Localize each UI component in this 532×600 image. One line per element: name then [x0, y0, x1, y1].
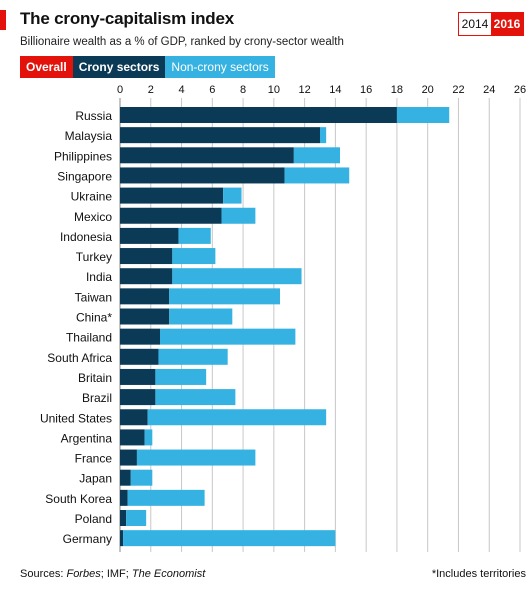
filter-noncrony-button[interactable]: Non-crony sectors — [165, 56, 275, 78]
category-label: Argentina — [61, 431, 113, 445]
category-label: Philippines — [54, 149, 112, 163]
x-tick-label: 12 — [298, 84, 310, 96]
bar-crony — [120, 227, 179, 244]
source-forbes: Forbes — [66, 568, 101, 580]
x-tick-label: 16 — [360, 84, 372, 96]
source-economist: The Economist — [131, 568, 206, 580]
bar-crony — [120, 489, 128, 506]
source-mid: ; IMF; — [100, 568, 132, 580]
category-label: Russia — [75, 109, 112, 123]
x-tick-label: 14 — [329, 84, 341, 96]
bar-noncrony — [223, 187, 242, 204]
bar-crony — [120, 268, 173, 285]
bar-crony — [120, 530, 124, 547]
bar-noncrony — [320, 127, 327, 144]
bar-noncrony — [293, 147, 340, 164]
bar-crony — [120, 248, 173, 265]
bar-noncrony — [172, 248, 216, 265]
x-tick-label: 6 — [209, 84, 215, 96]
year-2016-button[interactable]: 2016 — [491, 13, 523, 35]
category-label: Singapore — [57, 169, 112, 183]
year-2014-button[interactable]: 2014 — [459, 13, 491, 35]
bar-noncrony — [396, 107, 450, 123]
bar-crony — [120, 207, 222, 224]
bar-crony — [120, 127, 320, 144]
category-label: Japan — [79, 472, 112, 486]
category-label: Thailand — [66, 331, 112, 345]
bar-crony — [120, 409, 148, 426]
bar-noncrony — [136, 449, 256, 466]
category-label: United States — [40, 411, 112, 425]
bar-noncrony — [172, 268, 302, 285]
category-label: Turkey — [76, 250, 112, 264]
filter-overall-button[interactable]: Overall — [20, 56, 73, 78]
category-label: Brazil — [82, 391, 112, 405]
category-label: South Africa — [47, 351, 112, 365]
bar-crony — [120, 449, 137, 466]
x-tick-label: 2 — [148, 84, 154, 96]
bar-noncrony — [147, 409, 327, 426]
x-tick-label: 20 — [422, 84, 434, 96]
category-label: China* — [76, 311, 112, 325]
x-tick-label: 26 — [514, 84, 526, 96]
category-label: Germany — [63, 532, 112, 546]
bar-noncrony — [284, 167, 350, 184]
category-label: Britain — [78, 371, 112, 385]
bar-noncrony — [155, 389, 236, 406]
bar-noncrony — [126, 510, 147, 526]
source-note: Sources: Forbes; IMF; The Economist — [20, 568, 205, 580]
chart-subtitle: Billionaire wealth as a % of GDP, ranked… — [20, 36, 344, 48]
bar-noncrony — [169, 288, 280, 305]
bar-noncrony — [144, 429, 153, 446]
bar-crony — [120, 147, 294, 164]
bar-noncrony — [221, 207, 256, 224]
category-label: Ukraine — [71, 190, 113, 204]
brand-red-tag — [0, 10, 6, 30]
bar-noncrony — [169, 308, 233, 325]
category-label: South Korea — [45, 492, 112, 506]
bar-crony — [120, 328, 160, 345]
source-prefix: Sources: — [20, 568, 67, 580]
bar-crony — [120, 368, 156, 385]
bar-crony — [120, 187, 224, 204]
year-toggle: 2014 2016 — [458, 12, 524, 36]
bar-crony — [120, 510, 127, 526]
bar-noncrony — [158, 348, 228, 365]
bar-noncrony — [160, 328, 296, 345]
bar-crony — [120, 288, 170, 305]
bar-noncrony — [127, 489, 205, 506]
category-label: Indonesia — [60, 230, 112, 244]
bar-noncrony — [178, 227, 211, 244]
bar-chart: 0 2 4 6 8 10 12 14 16 18 20 22 24 26RussiaMalaysiaPhi… — [40, 84, 526, 552]
bar-crony — [120, 348, 159, 365]
category-label: India — [86, 270, 112, 284]
x-tick-label: 24 — [483, 84, 495, 96]
bar-crony — [120, 469, 131, 486]
bar-crony — [120, 429, 145, 446]
chart-title: The crony-capitalism index — [20, 9, 234, 28]
series-filter-bar: Overall Crony sectors Non-crony sectors — [20, 56, 275, 78]
bar-crony — [120, 107, 397, 123]
category-label: Malaysia — [65, 129, 113, 143]
category-label: Taiwan — [75, 290, 112, 304]
bar-crony — [120, 389, 156, 406]
territories-note: *Includes territories — [431, 568, 526, 580]
category-label: France — [75, 452, 113, 466]
x-tick-label: 0 — [117, 84, 123, 96]
x-tick-label: 22 — [452, 84, 464, 96]
x-tick-label: 18 — [391, 84, 403, 96]
x-tick-label: 4 — [178, 84, 184, 96]
x-tick-label: 8 — [240, 84, 246, 96]
category-label: Mexico — [74, 210, 112, 224]
category-label: Poland — [75, 512, 112, 526]
x-tick-label: 10 — [268, 84, 280, 96]
bar-noncrony — [130, 469, 153, 486]
bar-noncrony — [123, 530, 336, 547]
bar-crony — [120, 167, 285, 184]
bar-crony — [120, 308, 170, 325]
filter-crony-button[interactable]: Crony sectors — [72, 56, 166, 78]
bar-noncrony — [155, 368, 207, 385]
